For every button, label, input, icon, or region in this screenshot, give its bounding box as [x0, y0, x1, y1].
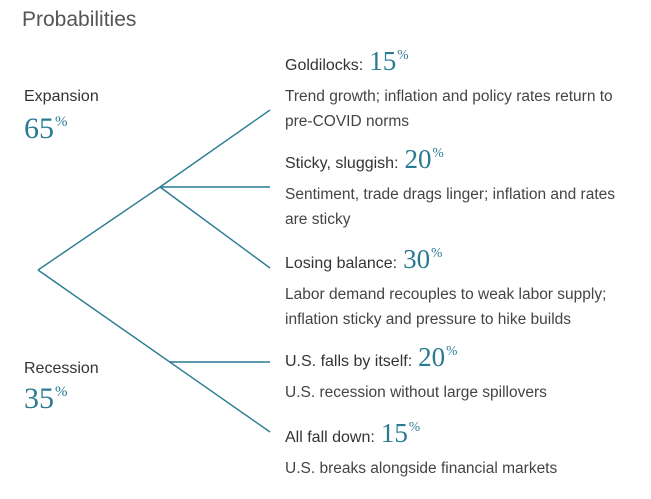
scenario-description: U.S. breaks alongside financial markets	[285, 460, 558, 477]
branch-probability: 65%	[24, 112, 68, 146]
scenario-description: U.S. recession without large spillovers	[285, 384, 547, 401]
percent-sign: %	[432, 145, 444, 161]
probability-value: 20	[404, 144, 432, 174]
percent-sign: %	[408, 419, 421, 435]
probability-value: 30	[403, 244, 431, 274]
probability-value: 15	[369, 46, 397, 76]
scenario-name: Goldilocks:	[285, 57, 364, 74]
probability-value: 65	[24, 112, 54, 145]
branch-line	[37, 186, 161, 271]
probability: 35%	[24, 382, 68, 415]
scenario-name: All fall down:	[285, 429, 375, 446]
scenario-heading: All fall down: 15%	[285, 418, 420, 449]
scenario-heading: Goldilocks: 15%	[285, 46, 409, 77]
probability: 15%	[369, 46, 408, 76]
probability-value: 15	[380, 418, 408, 448]
probability: 15%	[381, 418, 420, 448]
percent-sign: %	[55, 114, 68, 130]
scenario-heading: Sticky, sluggish: 20%	[285, 144, 444, 175]
scenario-name: Sticky, sluggish:	[285, 155, 399, 172]
probability: 20%	[405, 144, 444, 174]
scenario-name: Losing balance:	[285, 255, 398, 272]
branch-probability: 35%	[24, 382, 68, 416]
title: Probabilities	[22, 8, 137, 31]
percent-sign: %	[446, 343, 458, 359]
probability: 20%	[418, 342, 457, 372]
branch-line	[159, 109, 271, 188]
branch-line	[159, 186, 271, 269]
probability: 30%	[403, 244, 442, 274]
branch-label: Expansion	[24, 88, 99, 105]
percent-sign: %	[397, 47, 409, 63]
scenario-heading: Losing balance: 30%	[285, 244, 442, 275]
probability-value: 35	[24, 382, 54, 415]
scenario-description: Sentiment, trade drags linger; inflation…	[285, 186, 615, 228]
probability-value: 20	[418, 342, 446, 372]
scenario-description: Trend growth; inflation and policy rates…	[285, 88, 613, 130]
branch-line	[37, 269, 271, 433]
percent-sign: %	[431, 245, 443, 261]
scenario-name: U.S. falls by itself:	[285, 353, 413, 370]
probability: 65%	[24, 112, 68, 145]
branch-label: Recession	[24, 360, 99, 377]
scenario-description: Labor demand recouples to weak labor sup…	[285, 286, 607, 328]
scenario-heading: U.S. falls by itself: 20%	[285, 342, 457, 373]
percent-sign: %	[55, 384, 68, 400]
